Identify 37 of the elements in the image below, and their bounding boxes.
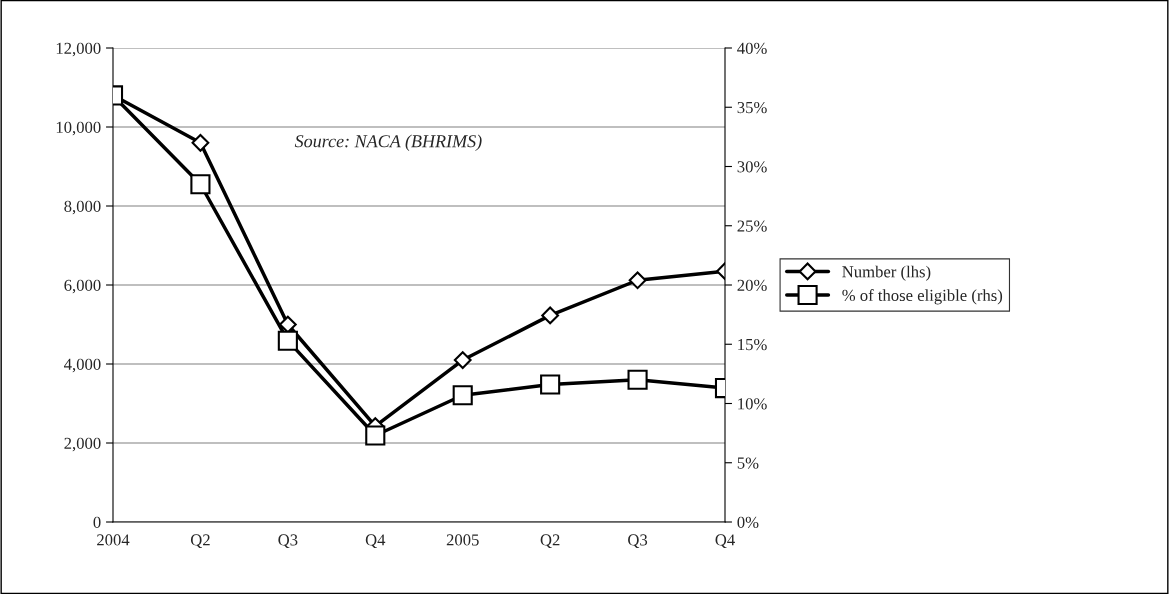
point (541, 306, 560, 325)
x-tick-label: 2004 (97, 534, 130, 546)
x-tick-label: Q2 (540, 534, 560, 549)
x-tick-label: Q3 (628, 534, 648, 549)
legend-label: % of those eligible (rhs) (842, 289, 1003, 305)
x-tick-label: Q4 (715, 534, 735, 549)
y2-tick-label: 30% (737, 161, 767, 173)
point (191, 133, 210, 152)
y2-tick-label: 5% (737, 457, 759, 469)
y2-tick-label: 35% (737, 101, 767, 114)
point (452, 385, 473, 406)
y2-tick-label: 25% (737, 220, 767, 232)
point (453, 351, 472, 369)
point (277, 330, 298, 351)
y-tick-label: 12,000 (56, 42, 101, 57)
point (540, 374, 561, 395)
point (190, 174, 211, 195)
x-tick-label: Q4 (365, 534, 386, 549)
point (628, 271, 647, 290)
y-tick-label: 8,000 (64, 200, 101, 215)
point (365, 425, 386, 446)
x-tick-label: Q3 (278, 534, 298, 549)
y2-tick-label: 15% (738, 338, 767, 351)
y2-tick-label: 0% (737, 516, 759, 528)
y-tick-label: 4,000 (64, 358, 101, 373)
y2-tick-label: 40% (737, 42, 767, 54)
point (627, 369, 648, 390)
y-tick-label: 10,000 (56, 121, 101, 136)
x-tick-label: 2005 (446, 534, 479, 546)
x-tick-label: Q2 (190, 534, 210, 549)
y2-tick-label: 10% (738, 398, 767, 410)
y-tick-label: 6,000 (64, 279, 101, 294)
legend-label: Number (lhs) (842, 265, 931, 281)
y-tick-label: 0 (93, 516, 101, 528)
annotation: Source: NACA (BHRIMS) (294, 134, 482, 151)
y2-tick-label: 20% (737, 279, 767, 291)
y-tick-label: 2,000 (64, 437, 101, 452)
